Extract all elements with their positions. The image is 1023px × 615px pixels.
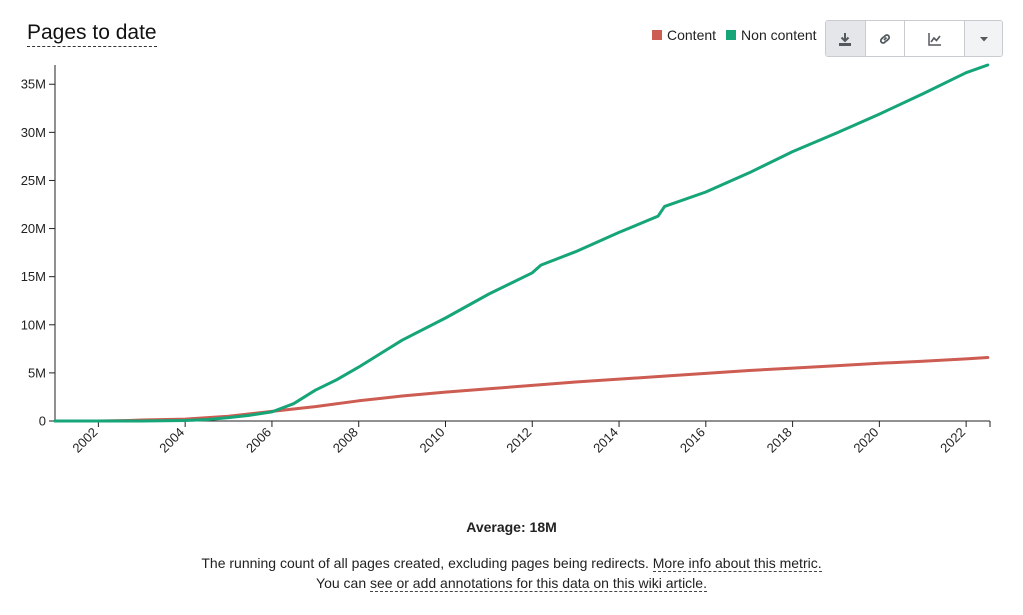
link-button[interactable] — [866, 21, 906, 56]
y-tick-label: 10M — [21, 317, 46, 332]
x-tick-label: 2010 — [417, 425, 448, 456]
chart-toolbar — [825, 20, 1003, 57]
annotations-prefix: You can — [316, 575, 367, 591]
x-tick-label: 2018 — [764, 425, 795, 456]
y-tick-label: 20M — [21, 221, 46, 236]
options-dropdown-button[interactable] — [965, 21, 1002, 56]
x-tick-label: 2012 — [503, 425, 534, 456]
x-tick-label: 2016 — [677, 425, 708, 456]
line-chart: 0 5M 10M 15M 20M 25M 30M 35M 2002 2004 2006 2008 201… — [21, 63, 991, 456]
y-tick-label: 35M — [21, 77, 46, 92]
y-tick-label: 25M — [21, 173, 46, 188]
legend-item-non-content[interactable]: Non content — [726, 27, 817, 43]
x-tick-label: 2008 — [330, 425, 361, 456]
x-tick-label: 2002 — [69, 425, 100, 456]
page-title: Pages to date — [27, 20, 157, 47]
chart-legend: Content Non content — [652, 26, 817, 44]
annotations-link[interactable]: see or add annotations for this data on … — [370, 575, 707, 592]
series-line-non-content[interactable] — [53, 63, 990, 423]
series-line-content[interactable] — [53, 356, 990, 423]
y-tick-label: 15M — [21, 269, 46, 284]
chart-series — [53, 63, 990, 423]
y-tick-label: 0 — [39, 414, 46, 429]
legend-item-content[interactable]: Content — [652, 27, 716, 43]
chart-axes: 0 5M 10M 15M 20M 25M 30M 35M 2002 2004 2006 2008 201… — [21, 65, 991, 456]
download-button[interactable] — [826, 21, 866, 56]
link-icon — [879, 33, 890, 44]
more-info-link[interactable]: More info about this metric. — [652, 555, 822, 572]
x-tick-label: 2006 — [243, 425, 274, 456]
metric-description: The running count of all pages created, … — [0, 553, 1023, 593]
average-summary: Average: 18M — [0, 519, 1023, 535]
average-label: Average: — [466, 519, 526, 535]
y-tick-label: 5M — [28, 365, 46, 380]
x-tick-label: 2020 — [850, 425, 881, 456]
download-icon — [839, 32, 852, 46]
legend-label-non-content: Non content — [741, 27, 817, 43]
chart-type-button[interactable] — [905, 21, 966, 56]
legend-swatch-non-content — [726, 30, 737, 40]
chart-line-icon — [928, 32, 941, 46]
description-text: The running count of all pages created, … — [201, 555, 649, 571]
x-tick-label: 2004 — [156, 425, 187, 456]
legend-label-content: Content — [667, 27, 717, 43]
x-tick-label: 2014 — [590, 425, 621, 456]
y-tick-label: 30M — [21, 125, 46, 140]
chevron-down-icon — [979, 36, 988, 41]
x-tick-label: 2022 — [937, 425, 968, 456]
legend-swatch-content — [652, 30, 662, 40]
average-value: 18M — [529, 519, 557, 535]
